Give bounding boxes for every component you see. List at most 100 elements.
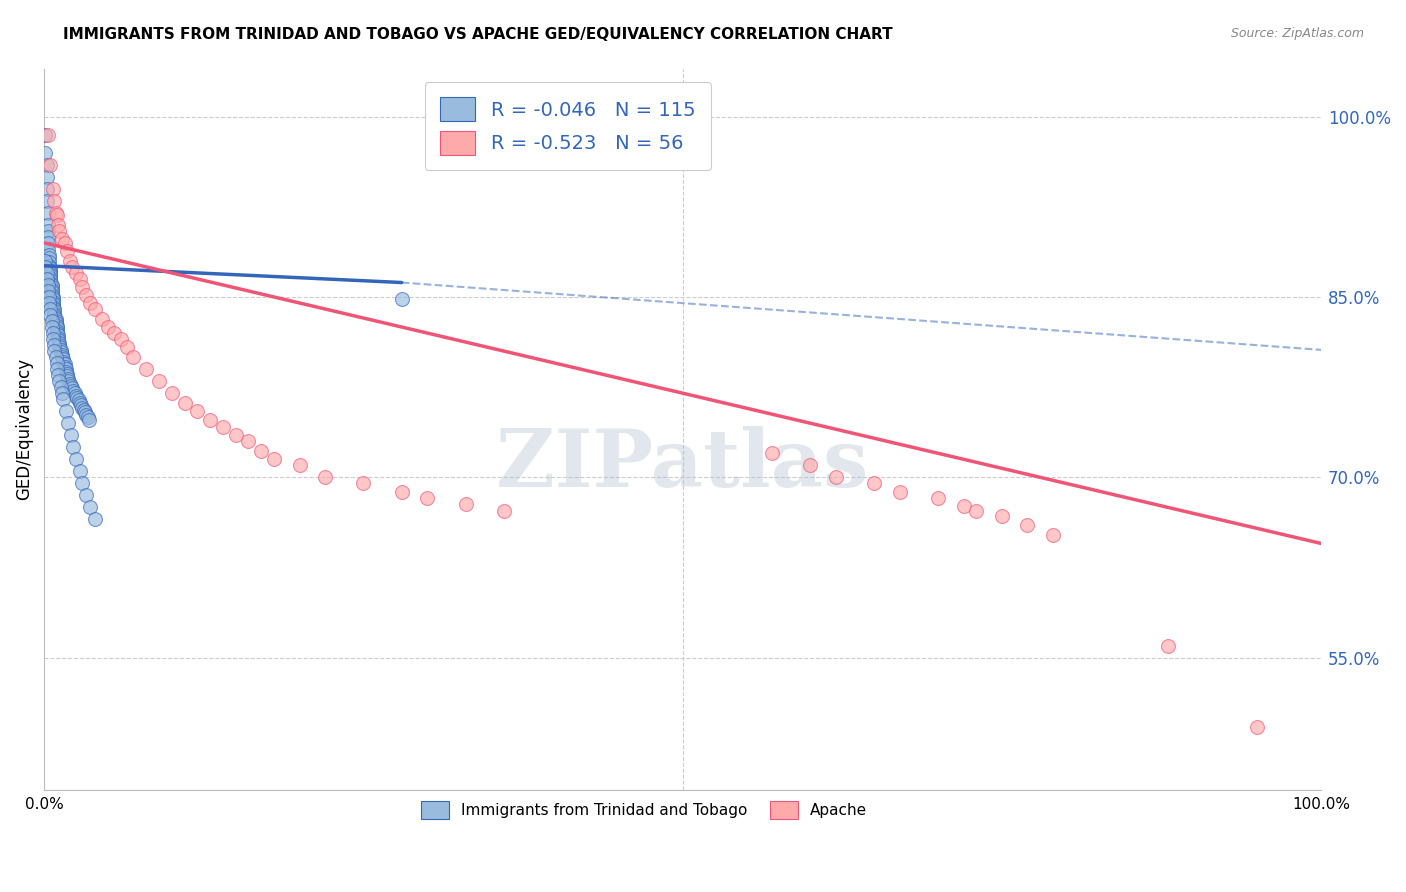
Point <box>41 283 63 297</box>
Point <box>73 403 96 417</box>
Point <box>39 301 62 316</box>
Point <box>38 255 60 269</box>
Point <box>38 248 60 262</box>
Point <box>59 253 82 268</box>
Point <box>41 320 63 334</box>
Point <box>69 464 91 478</box>
Point <box>48 374 70 388</box>
Point <box>41 280 63 294</box>
Point <box>44 307 66 321</box>
Point <box>44 344 66 359</box>
Point <box>148 374 170 388</box>
Point <box>34 253 56 268</box>
Point <box>48 341 70 355</box>
Point <box>212 419 235 434</box>
Point <box>42 290 65 304</box>
Point <box>65 388 87 402</box>
Point <box>965 504 987 518</box>
Point <box>42 297 65 311</box>
Point <box>34 145 56 160</box>
Point <box>38 252 60 266</box>
Point <box>48 338 70 352</box>
Y-axis label: GED/Equivalency: GED/Equivalency <box>15 359 32 500</box>
Point <box>238 434 260 449</box>
Point <box>41 277 63 292</box>
Point <box>60 260 83 274</box>
Point <box>46 368 69 383</box>
Point <box>51 232 73 246</box>
Point <box>35 182 58 196</box>
Point <box>35 272 58 286</box>
Point <box>173 396 195 410</box>
Point <box>42 332 65 346</box>
Point <box>39 261 62 276</box>
Point <box>65 266 87 280</box>
Point <box>198 412 221 426</box>
Point <box>69 396 91 410</box>
Point <box>75 287 97 301</box>
Point <box>63 386 86 401</box>
Point <box>79 500 101 515</box>
Point <box>37 206 59 220</box>
Point <box>39 276 62 290</box>
Point <box>37 277 59 292</box>
Point <box>35 194 58 208</box>
Point <box>492 504 515 518</box>
Point <box>103 326 125 340</box>
Point <box>72 401 94 415</box>
Point <box>288 458 311 473</box>
Point <box>77 412 100 426</box>
Point <box>66 391 89 405</box>
Point <box>45 362 67 376</box>
Point <box>49 380 72 394</box>
Point <box>51 350 73 364</box>
Point <box>39 308 62 322</box>
Point <box>49 345 72 359</box>
Point <box>72 476 94 491</box>
Point <box>37 235 59 250</box>
Point <box>37 242 59 256</box>
Point <box>53 235 76 250</box>
Point <box>45 321 67 335</box>
Point <box>45 318 67 333</box>
Point <box>38 296 60 310</box>
Point <box>38 290 60 304</box>
Point <box>79 296 101 310</box>
Point <box>55 364 77 378</box>
Point <box>53 359 76 374</box>
Point <box>84 301 107 316</box>
Point <box>42 326 65 340</box>
Point <box>761 446 783 460</box>
Point <box>186 404 208 418</box>
Point <box>45 350 67 364</box>
Point <box>55 404 77 418</box>
Point <box>59 376 82 391</box>
Point <box>69 272 91 286</box>
Point <box>38 259 60 273</box>
Point <box>58 416 80 430</box>
Point <box>42 294 65 309</box>
Point <box>67 393 90 408</box>
Point <box>56 244 79 259</box>
Point <box>35 169 58 184</box>
Point <box>44 304 66 318</box>
Point <box>45 356 67 370</box>
Point <box>44 301 66 316</box>
Point <box>90 311 112 326</box>
Point <box>56 367 79 381</box>
Point <box>75 488 97 502</box>
Point <box>34 260 56 274</box>
Point <box>35 266 58 280</box>
Legend: Immigrants from Trinidad and Tobago, Apache: Immigrants from Trinidad and Tobago, Apa… <box>415 795 873 826</box>
Point <box>53 357 76 371</box>
Point <box>39 270 62 285</box>
Point <box>37 284 59 298</box>
Point <box>35 158 58 172</box>
Point <box>52 355 75 369</box>
Point <box>927 491 949 505</box>
Point <box>45 326 67 340</box>
Point <box>1042 528 1064 542</box>
Point <box>45 208 67 222</box>
Point <box>799 458 821 473</box>
Point <box>56 369 79 384</box>
